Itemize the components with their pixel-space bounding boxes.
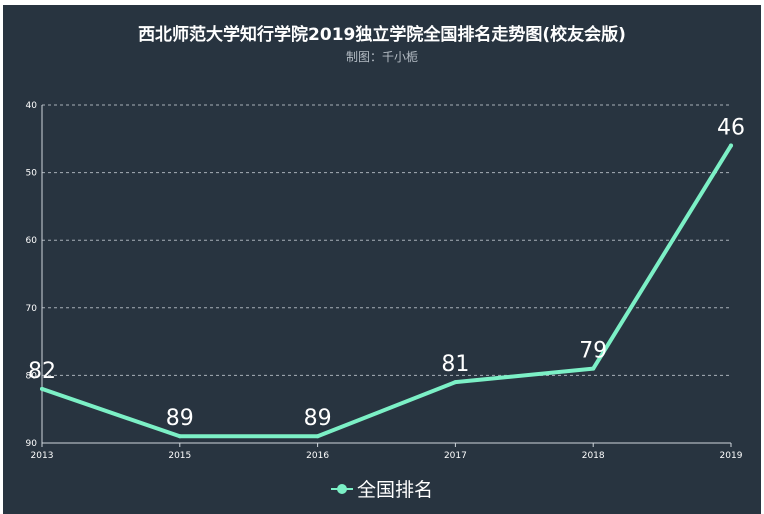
grid-lines xyxy=(42,104,731,376)
data-label: 79 xyxy=(579,339,607,364)
chart-panel: 西北师范大学知行学院2019独立学院全国排名走势图(校友会版) 制图：千小栀 4… xyxy=(3,5,761,514)
x-tick-label: 2015 xyxy=(168,451,191,461)
y-tick-label: 40 xyxy=(26,101,38,111)
x-tick-label: 2017 xyxy=(444,451,467,461)
legend[interactable]: 全国排名 xyxy=(3,475,761,502)
series-line xyxy=(40,143,733,439)
x-tick-label: 2019 xyxy=(720,451,743,461)
data-labels: 82 89 89 81 79 46 xyxy=(28,116,745,432)
data-point[interactable] xyxy=(177,434,182,439)
data-label: 89 xyxy=(304,406,332,431)
line-chart: 40 50 60 70 80 90 2013 2015 2016 2017 2018 2019 82… xyxy=(26,101,745,461)
y-axis: 40 50 60 70 80 90 xyxy=(26,101,43,449)
data-point[interactable] xyxy=(40,386,44,391)
x-tick-label: 2016 xyxy=(306,451,329,461)
data-point[interactable] xyxy=(729,143,733,148)
y-tick-label: 90 xyxy=(26,439,38,449)
chart-title: 西北师范大学知行学院2019独立学院全国排名走势图(校友会版) xyxy=(138,25,626,45)
data-point[interactable] xyxy=(453,380,458,385)
data-point[interactable] xyxy=(591,366,596,371)
data-label: 46 xyxy=(717,116,745,141)
data-point[interactable] xyxy=(315,434,320,439)
data-label: 82 xyxy=(28,359,56,384)
data-label: 81 xyxy=(441,352,469,377)
x-axis: 2013 2015 2016 2017 2018 2019 xyxy=(31,442,743,461)
y-tick-label: 50 xyxy=(26,169,38,179)
data-label: 89 xyxy=(166,406,194,431)
line-circle-marker-icon xyxy=(330,482,353,496)
legend-label: 全国排名 xyxy=(356,479,433,501)
y-tick-label: 70 xyxy=(26,304,38,314)
y-tick-label: 80 xyxy=(26,371,38,381)
x-tick-label: 2018 xyxy=(582,451,605,461)
y-tick-label: 60 xyxy=(26,236,38,246)
chart-subtitle: 制图：千小栀 xyxy=(345,50,418,64)
series-line-group xyxy=(40,143,733,439)
x-tick-label: 2013 xyxy=(31,451,54,461)
